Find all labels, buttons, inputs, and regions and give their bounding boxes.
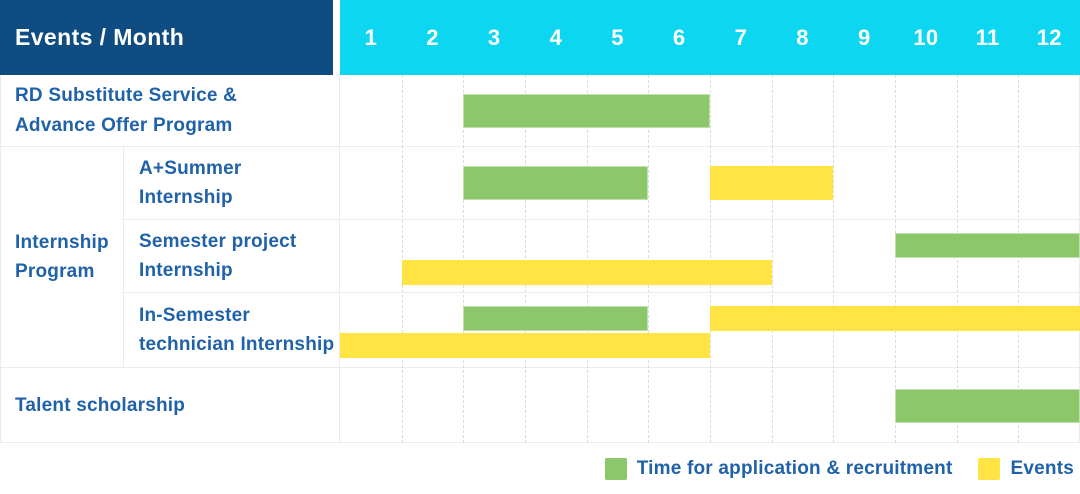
recruitment-bar — [895, 388, 1080, 423]
events-bar — [401, 260, 772, 285]
table-header: Events / Month 1 2 3 4 5 6 7 8 9 10 11 1… — [0, 0, 1080, 75]
timeline-row-semester-project-internship — [340, 220, 1080, 293]
timeline-row-in-semester-technician-internship — [340, 293, 1080, 368]
month-header-cell: 3 — [487, 24, 501, 50]
month-header-cell: 11 — [975, 24, 1000, 50]
recruitment-swatch — [604, 457, 627, 480]
month-header-cell: 2 — [426, 24, 439, 50]
legend: Time for application & recruitment Event… — [0, 443, 1080, 494]
events-bar — [710, 166, 834, 200]
row-label-semester-project-internship: Semester project Internship — [124, 220, 340, 293]
row-label-a-summer-internship: A+Summer Internship — [124, 147, 340, 220]
recruitment-bar — [463, 93, 710, 128]
events-legend-label: Events — [1010, 457, 1074, 479]
group-label-internship-program: Internship Program — [0, 147, 124, 368]
month-header-cell: 1 — [364, 24, 378, 50]
recruitment-bar — [463, 306, 649, 331]
month-header-row: 1 2 3 4 5 6 7 8 9 10 11 12 — [340, 0, 1080, 75]
month-header-cell: 6 — [672, 24, 686, 50]
month-header-cell: 8 — [796, 24, 809, 50]
month-header-cell: 5 — [611, 24, 624, 50]
row-label-in-semester-technician-internship: In-Semester technician Internship — [124, 293, 340, 368]
month-header-cell: 4 — [549, 24, 563, 50]
header-divider — [333, 0, 340, 75]
timeline-row-talent-scholarship — [340, 368, 1080, 443]
month-header-cell: 12 — [1036, 24, 1062, 50]
timeline-row-a-summer-internship — [340, 147, 1080, 220]
events-bar — [710, 306, 1080, 331]
month-header-cell: 9 — [857, 24, 871, 50]
schedule-table: Events / Month 1 2 3 4 5 6 7 8 9 10 11 1… — [0, 0, 1080, 443]
recruitment-bar — [463, 166, 649, 200]
recruitment-bar — [895, 233, 1080, 258]
month-header-cell: 7 — [734, 24, 748, 50]
month-header-cell: 10 — [913, 24, 939, 50]
events-swatch — [978, 457, 1001, 480]
row-label-talent-scholarship: Talent scholarship — [0, 368, 340, 443]
events-bar — [340, 333, 710, 358]
row-label-rd-substitute-service: RD Substitute Service & Advance Offer Pr… — [0, 75, 340, 147]
timeline-row-rd-substitute-service — [340, 75, 1080, 147]
events-month-header: Events / Month — [0, 0, 333, 75]
table-body: RD Substitute Service & Advance Offer Pr… — [0, 75, 1080, 443]
recruitment-legend-label: Time for application & recruitment — [636, 457, 953, 479]
